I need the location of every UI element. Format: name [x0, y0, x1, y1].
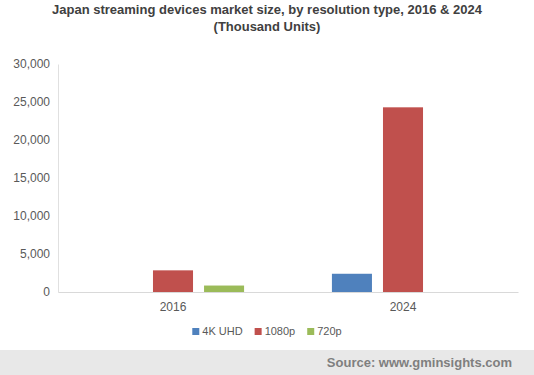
legend-label: 1080p — [265, 325, 296, 337]
x-axis: 2016 2024 — [59, 292, 519, 314]
y-tick: 20,000 — [13, 133, 58, 147]
bar — [204, 286, 244, 292]
bar — [332, 274, 372, 292]
bar — [383, 107, 423, 292]
y-tick-label: 30,000 — [13, 57, 50, 71]
y-tick-label: 0 — [43, 285, 50, 299]
legend-label: 4K UHD — [202, 325, 242, 337]
plot: 0 5,000 10,000 15,000 20,000 25,000 30,000 2016… — [13, 57, 518, 313]
y-axis-line — [58, 65, 59, 293]
bar — [102, 292, 142, 293]
y-tick-label: 20,000 — [13, 133, 50, 147]
source-band — [0, 350, 534, 375]
chart: Japan streaming devices market size, by … — [0, 0, 534, 375]
source: Source: www.gminsights.com — [327, 355, 512, 370]
legend-swatch — [307, 328, 314, 335]
y-tick: 15,000 — [13, 171, 58, 185]
y-tick-label: 25,000 — [13, 95, 50, 109]
legend: 4K UHD 1080p 720p — [192, 325, 341, 337]
y-axis: 0 5,000 10,000 15,000 20,000 25,000 30,000 — [13, 57, 58, 299]
y-tick: 25,000 — [13, 95, 58, 109]
y-tick-label: 15,000 — [13, 171, 50, 185]
y-tick: 0 — [43, 285, 58, 299]
y-tick: 5,000 — [20, 247, 58, 261]
title: Japan streaming devices market size, by … — [52, 2, 483, 17]
x-tick-label: 2024 — [390, 300, 417, 314]
bars — [153, 107, 423, 292]
x-tick-label: 2016 — [160, 300, 187, 314]
y-tick: 10,000 — [13, 209, 58, 223]
legend-label: 720p — [317, 325, 341, 337]
x-tick: 2016 — [160, 292, 187, 314]
y-tick-label: 5,000 — [20, 247, 50, 261]
subtitle: (Thousand Units) — [214, 19, 321, 34]
y-tick-label: 10,000 — [13, 209, 50, 223]
x-axis-line — [59, 292, 519, 293]
x-tick: 2024 — [390, 292, 417, 314]
bar — [153, 270, 193, 292]
bar — [434, 292, 474, 293]
legend-swatch — [192, 328, 199, 335]
y-tick: 30,000 — [13, 57, 58, 71]
legend-item: 4K UHD — [192, 325, 242, 337]
legend-item: 720p — [307, 325, 341, 337]
legend-item: 1080p — [255, 325, 296, 337]
legend-swatch — [255, 328, 262, 335]
